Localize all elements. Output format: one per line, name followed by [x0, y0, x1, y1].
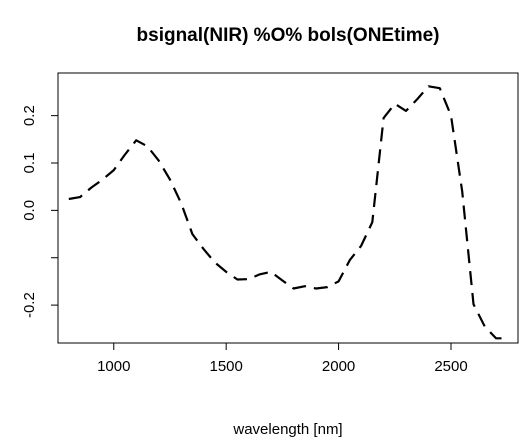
y-axis: -0.2 0.0 0.1 0.2: [21, 105, 59, 318]
plot-frame: [57, 72, 519, 344]
series-line: [68, 85, 508, 340]
x-axis-label: wavelength [nm]: [232, 421, 342, 438]
x-tick-label: 1500: [209, 358, 242, 375]
chart-title: bsignal(NIR) %O% bols(ONEtime): [137, 25, 440, 46]
x-tick-label: 2500: [434, 358, 467, 375]
y-tick-label: 0.1: [21, 153, 38, 174]
x-axis: 1000 1500 2000 2500: [97, 342, 468, 375]
y-tick-label: 0.0: [21, 200, 38, 221]
y-tick-label: 0.2: [21, 105, 38, 126]
x-tick-label: 2000: [322, 358, 355, 375]
y-tick-label: -0.2: [21, 292, 38, 318]
series-layer: [68, 85, 508, 340]
x-tick-label: 1000: [97, 358, 130, 375]
